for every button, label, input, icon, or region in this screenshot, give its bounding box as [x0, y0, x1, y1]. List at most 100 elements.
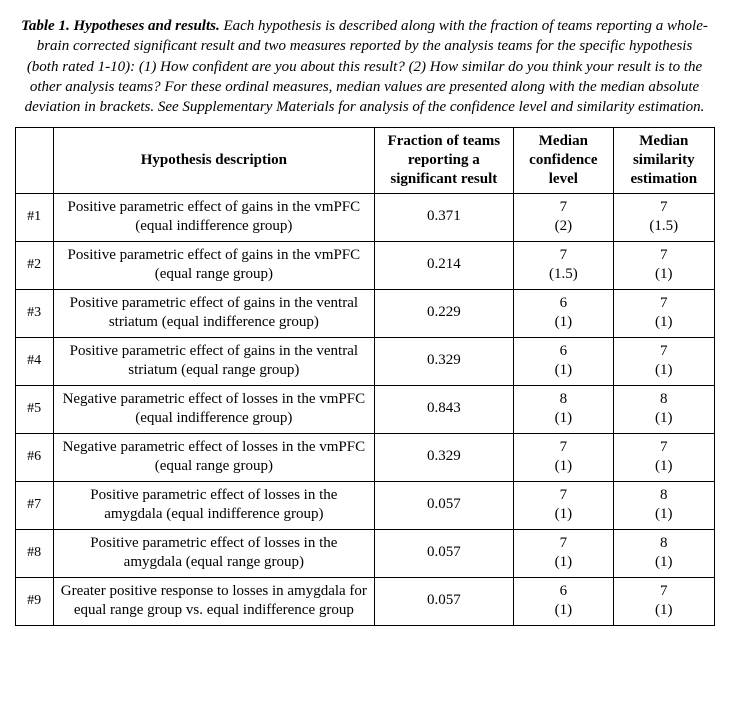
- table-row: #1Positive parametric effect of gains in…: [15, 193, 714, 241]
- row-fraction: 0.329: [375, 433, 514, 481]
- row-similarity: 7 (1.5): [614, 193, 714, 241]
- row-confidence-mad: (1): [520, 361, 607, 381]
- row-similarity-median: 7: [660, 247, 668, 263]
- row-id: #7: [15, 481, 53, 529]
- row-similarity: 7(1): [614, 577, 714, 625]
- table-row: #2Positive parametric effect of gains in…: [15, 241, 714, 289]
- row-confidence: 7 (1.5): [513, 241, 613, 289]
- row-confidence: 7(2): [513, 193, 613, 241]
- col-header-frac: Fraction of teams reporting a significan…: [375, 128, 514, 193]
- row-similarity-median: 7: [660, 439, 668, 455]
- row-id: #4: [15, 337, 53, 385]
- row-fraction: 0.229: [375, 289, 514, 337]
- row-confidence: 7(1): [513, 433, 613, 481]
- table-row: #7Positive parametric effect of losses i…: [15, 481, 714, 529]
- row-confidence-median: 6: [560, 583, 568, 599]
- col-header-desc: Hypothesis description: [53, 128, 374, 193]
- row-confidence-median: 7: [560, 247, 568, 263]
- row-fraction: 0.329: [375, 337, 514, 385]
- hypotheses-table: Hypothesis description Fraction of teams…: [15, 127, 715, 625]
- table-row: #6Negative parametric effect of losses i…: [15, 433, 714, 481]
- table-row: #9Greater positive response to losses in…: [15, 577, 714, 625]
- row-similarity: 8(1): [614, 385, 714, 433]
- row-desc: Greater positive response to losses in a…: [53, 577, 374, 625]
- row-similarity-mad: (1): [620, 313, 707, 333]
- row-similarity: 7(1): [614, 289, 714, 337]
- row-confidence-median: 7: [560, 487, 568, 503]
- row-fraction: 0.214: [375, 241, 514, 289]
- row-id: #2: [15, 241, 53, 289]
- row-desc: Negative parametric effect of losses in …: [53, 385, 374, 433]
- row-id: #6: [15, 433, 53, 481]
- row-desc: Positive parametric effect of gains in t…: [53, 289, 374, 337]
- table-row: #4Positive parametric effect of gains in…: [15, 337, 714, 385]
- table-header-row: Hypothesis description Fraction of teams…: [15, 128, 714, 193]
- row-similarity-mad: (1): [620, 553, 707, 573]
- row-similarity-mad: (1): [620, 265, 707, 285]
- row-confidence-mad: (1): [520, 457, 607, 477]
- table-row: #8Positive parametric effect of losses i…: [15, 529, 714, 577]
- row-similarity-mad: (1): [620, 601, 707, 621]
- row-similarity: 7(1): [614, 241, 714, 289]
- col-header-sim: Median similarity estimation: [614, 128, 714, 193]
- row-id: #9: [15, 577, 53, 625]
- row-confidence-median: 6: [560, 343, 568, 359]
- row-similarity: 8(1): [614, 529, 714, 577]
- row-confidence-median: 7: [560, 535, 568, 551]
- row-similarity: 8(1): [614, 481, 714, 529]
- row-id: #3: [15, 289, 53, 337]
- row-similarity-median: 7: [660, 583, 668, 599]
- row-confidence-mad: (2): [520, 217, 607, 237]
- row-desc: Positive parametric effect of losses in …: [53, 529, 374, 577]
- row-similarity-mad: (1): [620, 457, 707, 477]
- row-id: #5: [15, 385, 53, 433]
- row-similarity-median: 8: [660, 535, 668, 551]
- row-desc: Positive parametric effect of gains in t…: [53, 241, 374, 289]
- col-header-conf: Median confidence level: [513, 128, 613, 193]
- row-fraction: 0.371: [375, 193, 514, 241]
- row-similarity-mad: (1.5): [620, 217, 707, 237]
- row-desc: Positive parametric effect of losses in …: [53, 481, 374, 529]
- row-confidence: 7(1): [513, 481, 613, 529]
- row-confidence-mad: (1): [520, 601, 607, 621]
- row-similarity-median: 7: [660, 199, 668, 215]
- row-fraction: 0.057: [375, 481, 514, 529]
- row-similarity: 7(1): [614, 433, 714, 481]
- row-confidence-median: 6: [560, 295, 568, 311]
- row-confidence-median: 8: [560, 391, 568, 407]
- row-similarity-median: 8: [660, 391, 668, 407]
- row-fraction: 0.057: [375, 529, 514, 577]
- table-caption-title: Table 1. Hypotheses and results.: [21, 18, 220, 34]
- table-caption: Table 1. Hypotheses and results. Each hy…: [20, 16, 710, 117]
- row-similarity: 7(1): [614, 337, 714, 385]
- row-similarity-median: 7: [660, 343, 668, 359]
- table-row: #5Negative parametric effect of losses i…: [15, 385, 714, 433]
- row-confidence: 6(1): [513, 577, 613, 625]
- row-similarity-mad: (1): [620, 505, 707, 525]
- row-confidence-mad: (1.5): [520, 265, 607, 285]
- row-fraction: 0.843: [375, 385, 514, 433]
- row-confidence: 7(1): [513, 529, 613, 577]
- row-confidence: 8(1): [513, 385, 613, 433]
- row-confidence-mad: (1): [520, 505, 607, 525]
- row-fraction: 0.057: [375, 577, 514, 625]
- row-desc: Positive parametric effect of gains in t…: [53, 337, 374, 385]
- row-id: #8: [15, 529, 53, 577]
- row-confidence-median: 7: [560, 439, 568, 455]
- row-id: #1: [15, 193, 53, 241]
- row-confidence: 6(1): [513, 337, 613, 385]
- row-similarity-median: 8: [660, 487, 668, 503]
- table-row: #3Positive parametric effect of gains in…: [15, 289, 714, 337]
- row-similarity-mad: (1): [620, 361, 707, 381]
- row-desc: Negative parametric effect of losses in …: [53, 433, 374, 481]
- row-confidence-mad: (1): [520, 313, 607, 333]
- col-header-id: [15, 128, 53, 193]
- table-body: #1Positive parametric effect of gains in…: [15, 193, 714, 625]
- row-similarity-median: 7: [660, 295, 668, 311]
- row-confidence-median: 7: [560, 199, 568, 215]
- row-confidence: 6(1): [513, 289, 613, 337]
- row-similarity-mad: (1): [620, 409, 707, 429]
- row-confidence-mad: (1): [520, 409, 607, 429]
- row-desc: Positive parametric effect of gains in t…: [53, 193, 374, 241]
- row-confidence-mad: (1): [520, 553, 607, 573]
